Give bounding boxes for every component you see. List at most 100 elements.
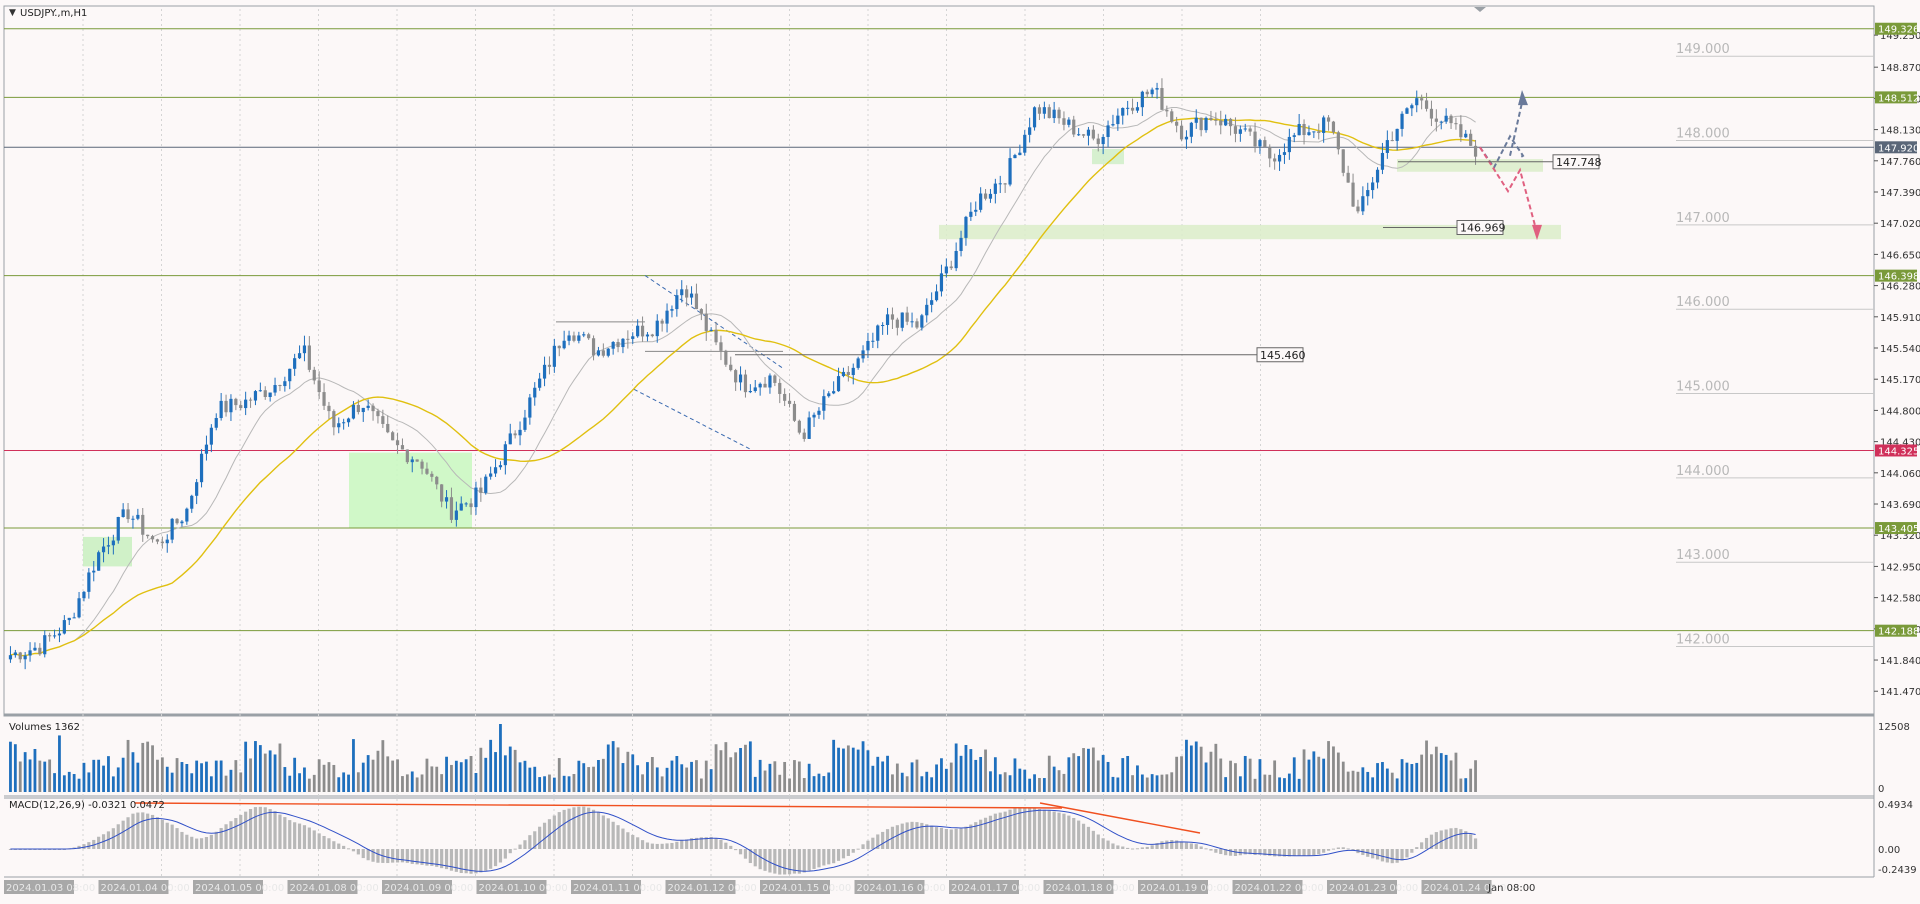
macd-histogram-bar [1199,846,1203,849]
price-axis-label: 147.390 [1880,188,1920,199]
macd-histogram-bar [1184,842,1189,849]
macd-histogram-bar [817,849,821,868]
volume-bar [352,739,355,792]
level-price-tag [1875,141,1917,154]
candle-body [503,444,507,466]
level-146969-label-box[interactable] [1456,219,1504,235]
candle-body [944,266,948,274]
volume-histogram [9,724,1477,792]
level-147748-label-box[interactable] [1552,154,1600,170]
macd-histogram-bar [214,831,218,849]
macd-histogram-bar [1302,849,1306,856]
candle-body [224,400,228,413]
price-annotations[interactable]: 147.748 146.969 145.460 [735,154,1602,363]
volume-bar [856,749,860,792]
candle-body [748,391,752,393]
macd-histogram-bar [939,827,944,849]
macd-histogram-bar [493,849,498,867]
macd-histogram-bar [650,843,654,849]
candle-body [582,334,586,336]
macd-histogram-bar [253,807,258,849]
volume-bar [1082,748,1085,792]
candle-body [822,396,826,411]
descending-channel[interactable] [556,275,784,451]
price-axis-label: 145.170 [1880,375,1920,386]
horizontal-levels[interactable] [4,28,1874,632]
menu-icon[interactable]: ▼ [9,8,16,18]
macd-histogram-bar [704,837,708,849]
volume-bar [778,774,782,792]
volume-bar [87,772,91,792]
volume-bar [1474,760,1477,792]
volume-bar [1023,769,1027,792]
macd-histogram-bar [1101,838,1105,849]
volume-bar [920,776,924,792]
level-146969-label-text[interactable]: 146.969 [1460,221,1506,234]
time-axis: 2024.01.03 08:00 2024.01.04 00:00 2024.01.… [4,880,1513,894]
candle-body [190,495,194,509]
macd-histogram-bar [420,849,424,865]
volume-bar [709,769,713,792]
candle-body [1135,107,1140,111]
volume-bar [190,773,194,792]
volume-bar [303,767,306,792]
candle-body [925,304,929,316]
volume-bar [1101,754,1105,792]
arrow-up-icon[interactable] [1518,89,1528,106]
candle-body [979,193,983,210]
macd-histogram-bar [572,807,576,849]
volume-bar [1121,758,1125,792]
candle-body [1175,121,1179,126]
channel-lower-line[interactable] [633,388,753,451]
macd-histogram-bar [547,819,552,849]
volume-bar [1317,756,1321,792]
candle-body [871,340,875,342]
chart-shift-icon[interactable] [1474,7,1486,12]
volume-bar [1238,776,1242,792]
level-145460-label-box[interactable] [1256,347,1304,363]
candle-body [1116,115,1120,125]
macd-histogram-bar [1420,842,1424,849]
level-147748-label-text[interactable]: 147.748 [1556,156,1602,169]
candle-body [993,183,997,194]
level-145460-label-text[interactable]: 145.460 [1260,349,1306,362]
volume-bar [1229,760,1232,792]
macd-histogram-bar [591,809,596,849]
volume-bar [1038,777,1041,792]
candle-body [547,364,552,367]
macd-histogram-bar [1130,848,1135,850]
candle-body [1268,146,1272,159]
projection-up-leg[interactable] [1509,102,1523,156]
volume-bar [1302,749,1306,792]
macd-histogram-bar [523,840,527,849]
candle-body [332,411,336,428]
volume-bar [557,758,561,792]
macd-histogram-bar [636,837,640,849]
volume-bar [719,750,723,792]
arrow-down-icon[interactable] [1532,224,1542,241]
volume-bar [959,755,963,792]
candle-body [1219,120,1223,126]
time-label-box [382,880,452,894]
macd-histogram-bar [1395,849,1399,863]
macd-histogram-bar [567,808,571,849]
volume-bar [1057,770,1061,792]
time-axis-label: 2024.01.17 00:00 [951,883,1040,894]
volume-bar [1185,739,1188,792]
projection-down-zigzag[interactable] [1479,146,1537,230]
projection-arrows[interactable] [1479,89,1542,241]
time-axis-label: 2024.01.24 00:00 [1424,883,1513,894]
macd-histogram-bar [1126,847,1130,849]
volume-bar [195,760,199,792]
macd-histogram-bar [312,830,316,849]
candle-body [1405,108,1409,114]
candle-body [876,325,880,341]
time-label-box [287,880,358,894]
macd-histogram-bar [1277,849,1282,857]
candle-body [1444,115,1448,122]
macd-histogram-bar [1341,847,1345,849]
candle-body [57,633,62,636]
volume-bar [915,759,919,792]
